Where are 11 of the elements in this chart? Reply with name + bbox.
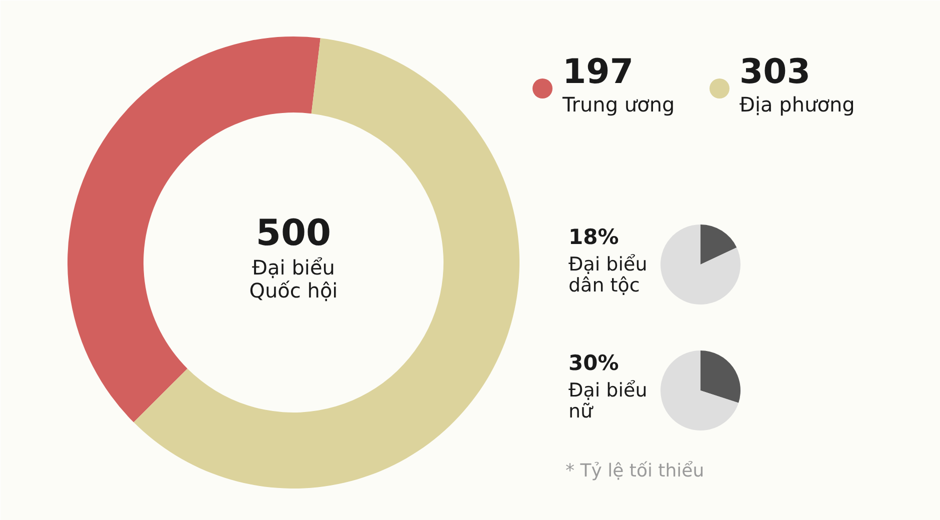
chart-title: 18% (568, 224, 619, 249)
data-label: 303 (740, 52, 810, 92)
text: * Tỷ lệ tối thiểu (566, 460, 704, 482)
legend-label: Địa phương (740, 92, 855, 116)
text: Đại biểu nữ (568, 380, 648, 423)
text: 500 (256, 213, 332, 254)
data-label: 197 (562, 52, 634, 92)
chart-title: 30% (568, 350, 619, 375)
legend-label: Trung ương (562, 92, 675, 116)
text: Đại biểu dân tộc (568, 254, 648, 297)
text: Đại biểu Quốc hội (249, 255, 338, 302)
